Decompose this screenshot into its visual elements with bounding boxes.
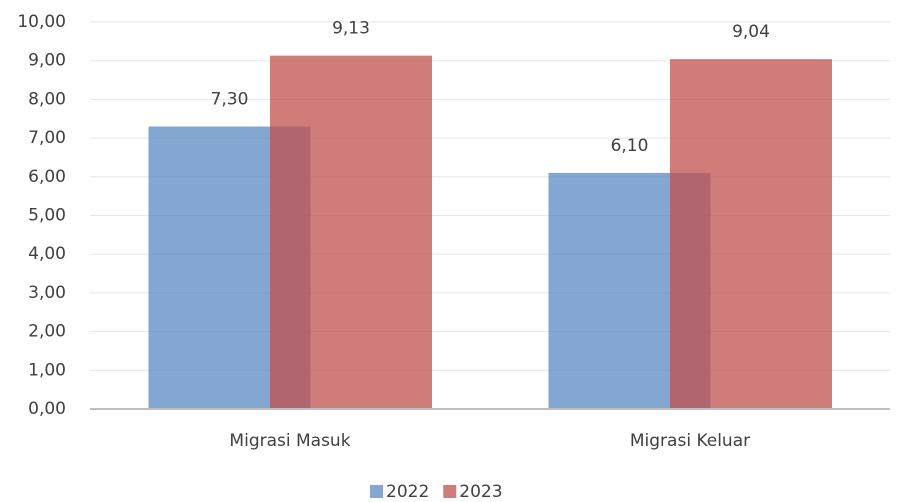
y-tick-label: 8,00 [28, 89, 66, 109]
legend-swatch [370, 485, 383, 498]
data-label: 6,10 [611, 136, 649, 156]
y-tick-label: 0,00 [28, 399, 66, 419]
y-tick-label: 9,00 [28, 51, 66, 71]
y-tick-label: 10,00 [17, 12, 66, 32]
bar [670, 59, 832, 409]
data-label: 7,30 [211, 89, 249, 109]
data-label: 9,04 [732, 22, 770, 42]
legend-label: 2022 [386, 482, 429, 502]
y-tick-label: 7,00 [28, 128, 66, 148]
y-tick-label: 5,00 [28, 206, 66, 226]
bar [270, 55, 432, 409]
data-label: 9,13 [332, 19, 370, 39]
legend-label: 2023 [459, 482, 502, 502]
y-tick-label: 2,00 [28, 322, 66, 342]
y-tick-label: 6,00 [28, 167, 66, 187]
y-tick-label: 3,00 [28, 283, 66, 303]
legend-swatch [443, 485, 457, 498]
x-tick-label: Migrasi Keluar [630, 431, 750, 451]
y-tick-label: 4,00 [28, 244, 66, 264]
y-tick-label: 1,00 [28, 360, 66, 380]
x-tick-label: Migrasi Masuk [229, 431, 350, 451]
